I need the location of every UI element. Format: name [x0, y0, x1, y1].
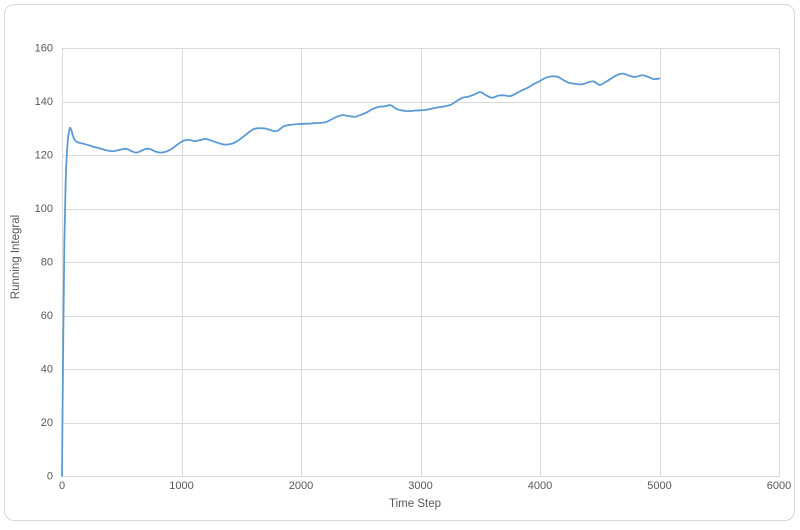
y-tick-label: 160: [35, 43, 53, 55]
chart-area[interactable]: 0 20 40 60 80 100 120 140 160 0 1000 2000 3000 4000 50…: [4, 4, 795, 521]
y-tick-label: 80: [41, 257, 53, 269]
y-tick-label: 120: [35, 150, 53, 162]
x-tick-label: 4000: [528, 480, 552, 492]
x-tick-label: 3000: [408, 480, 432, 492]
y-tick-label: 0: [47, 471, 53, 483]
series-line: [61, 72, 661, 477]
y-tick-label: 140: [35, 96, 53, 108]
y-axis-title: Running Integral: [10, 214, 22, 300]
y-tick-label: 20: [41, 417, 53, 429]
x-axis-title: Time Step: [389, 498, 441, 510]
y-tick-label: 100: [35, 203, 53, 215]
chart-canvas: 0 20 40 60 80 100 120 140 160 0 1000 2000 3000 4000 50…: [35, 43, 792, 493]
x-tick-label: 0: [59, 480, 65, 492]
y-tick-label: 40: [41, 364, 53, 376]
x-tick-label: 2000: [289, 480, 313, 492]
x-tick-label: 5000: [647, 480, 671, 492]
x-tick-label: 6000: [767, 480, 791, 492]
y-tick-label: 60: [41, 310, 53, 322]
x-tick-label: 1000: [169, 480, 193, 492]
plot-border: [62, 48, 780, 477]
